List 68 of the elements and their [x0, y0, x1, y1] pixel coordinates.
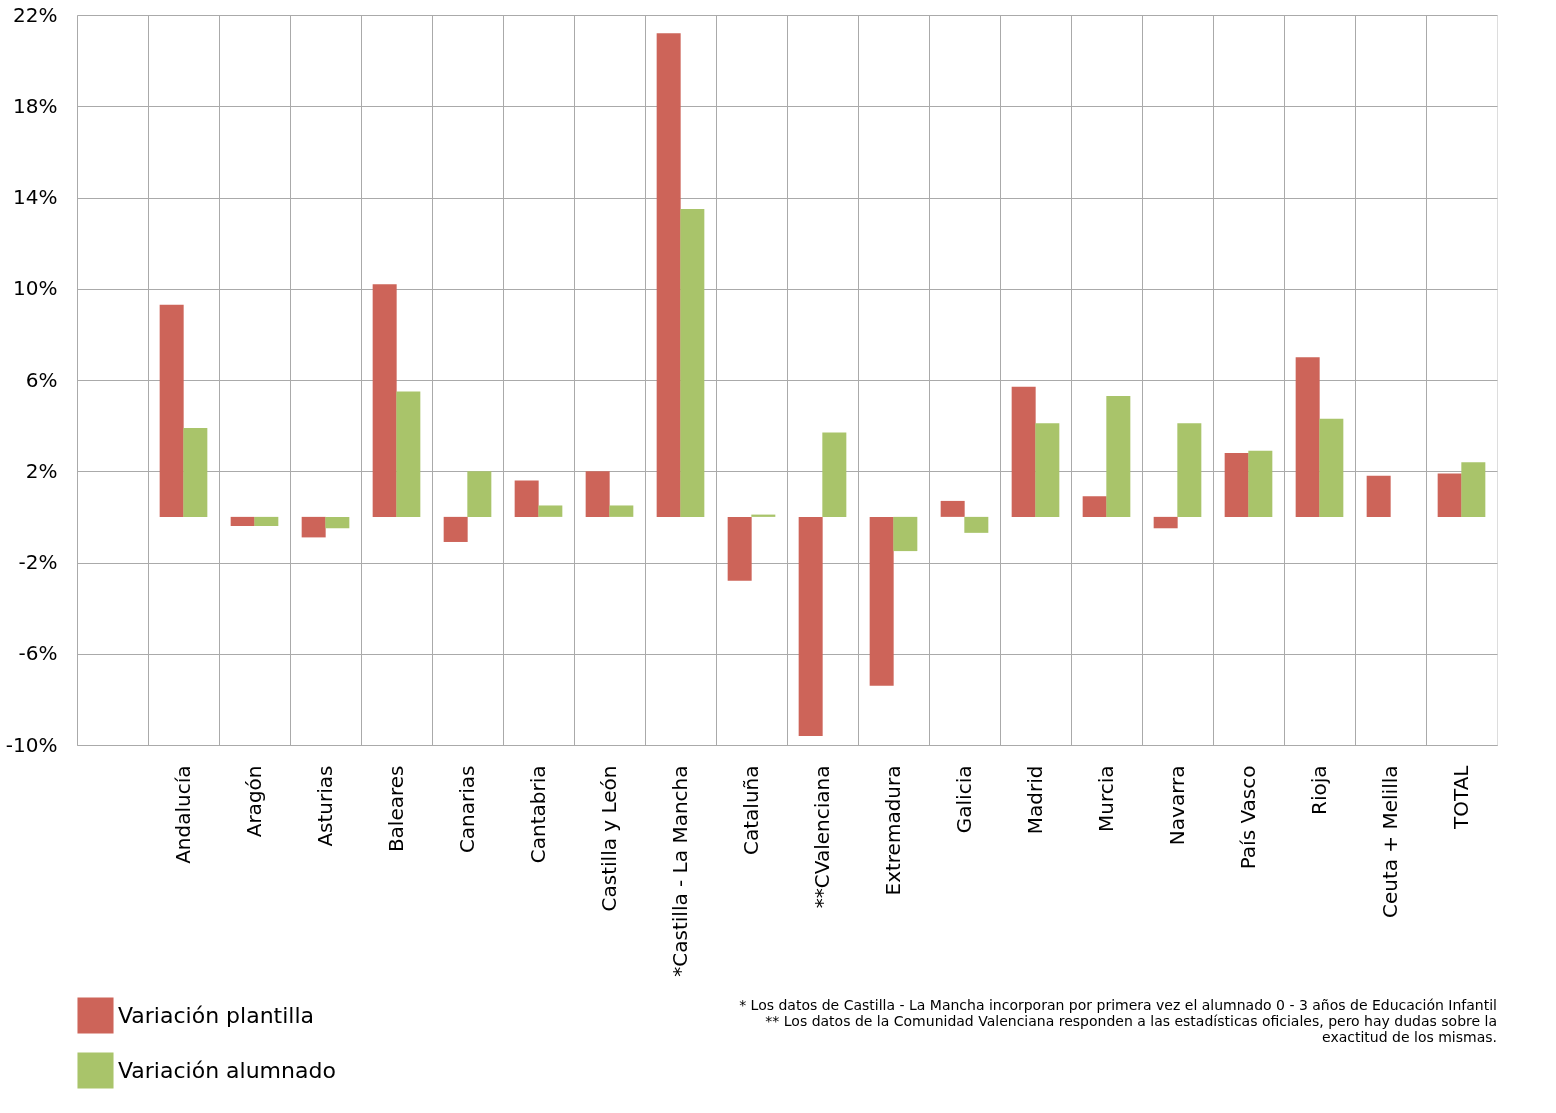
bar	[964, 516, 989, 533]
x-tick-label: Baleares	[383, 765, 408, 853]
y-tick-label: 10%	[13, 276, 58, 301]
bar	[609, 505, 634, 517]
y-tick-label: 2%	[25, 458, 58, 483]
bar	[183, 427, 208, 517]
x-tick-label: Madrid	[1022, 765, 1047, 835]
x-tick-label: Rioja	[1306, 765, 1331, 816]
bar	[301, 516, 326, 538]
bar	[1461, 462, 1486, 517]
bar	[585, 471, 610, 517]
text: ** Los datos de la Comunidad Valenciana responden a las estadísticas oficiales, pero hay dudas sobre la exactitud de los mismas.	[765, 1013, 1497, 1045]
legend-label: Variación alumnado	[118, 1057, 336, 1083]
bar	[396, 391, 421, 517]
x-tick-label: Cantabria	[525, 765, 550, 864]
x-tick-label: País Vasco	[1235, 765, 1260, 870]
x-tick-label: Navarra	[1164, 765, 1189, 846]
x-tick-label: Extremadura	[880, 765, 905, 896]
bar	[1437, 473, 1462, 517]
bar	[1011, 386, 1036, 517]
y-tick-label: 14%	[13, 185, 58, 209]
bar	[538, 505, 563, 517]
bar	[1319, 418, 1344, 517]
bar	[230, 516, 255, 526]
bar	[1082, 496, 1107, 517]
bar	[1177, 423, 1202, 517]
x-tick-label: Andalucía	[170, 765, 195, 864]
bar	[254, 516, 279, 526]
bar	[893, 516, 918, 552]
x-tick-label: Canarias	[454, 765, 479, 854]
bar	[467, 471, 492, 517]
x-tick-label: Cataluña	[738, 765, 763, 855]
bar	[443, 516, 468, 542]
bar	[1366, 475, 1391, 517]
x-tick-label: Castilla y León	[596, 765, 621, 912]
y-tick-label: 6%	[25, 367, 58, 392]
x-tick-label: TOTAL	[1448, 764, 1473, 830]
bar	[1295, 357, 1320, 517]
y-tick-label: 22%	[13, 2, 58, 27]
y-tick-label: -10%	[5, 732, 58, 757]
x-tick-label: *Castilla - La Mancha	[667, 765, 692, 977]
x-tick-label: Galicia	[951, 765, 976, 834]
bar	[727, 516, 752, 581]
x-tick-label: **CValenciana	[809, 765, 834, 909]
y-tick-label: -6%	[18, 641, 58, 666]
bar	[822, 432, 847, 517]
bar	[325, 516, 350, 529]
bar	[680, 208, 705, 517]
text: * Los datos de Castilla - La Mancha incorporan por primera vez el alumnado 0 - 3 años de Educación Infantil	[739, 997, 1497, 1013]
y-tick-label: -2%	[18, 550, 58, 574]
x-tick-label: Murcia	[1093, 765, 1118, 833]
bar	[1035, 423, 1060, 517]
x-tick-label: Aragón	[241, 765, 266, 838]
x-tick-label: Ceuta + Melilla	[1377, 765, 1402, 919]
bar	[514, 480, 539, 517]
bar	[1106, 395, 1131, 517]
bar	[1248, 450, 1273, 517]
y-tick-label: 18%	[13, 93, 58, 118]
bar	[1153, 516, 1178, 529]
bar	[372, 284, 397, 517]
legend-label: Variación plantilla	[118, 1002, 315, 1028]
bar	[869, 516, 894, 686]
bar	[798, 516, 823, 736]
bar	[656, 33, 681, 517]
x-tick-label: Asturias	[312, 765, 337, 847]
bar	[1224, 453, 1249, 517]
bar	[159, 304, 184, 517]
bar	[940, 500, 965, 517]
